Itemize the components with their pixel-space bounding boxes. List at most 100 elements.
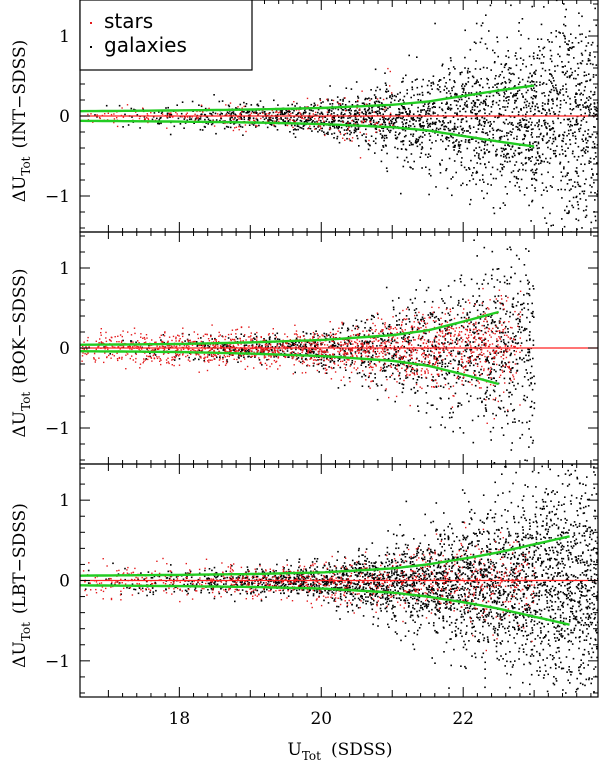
galaxy-point [523, 119, 526, 121]
star-point [140, 333, 142, 335]
galaxy-point [539, 81, 541, 84]
galaxy-point [425, 332, 427, 335]
star-point [382, 329, 384, 331]
galaxy-point [401, 81, 403, 83]
galaxy-point [492, 363, 494, 365]
galaxy-point [565, 83, 567, 86]
galaxy-point [411, 81, 414, 83]
star-point [461, 383, 463, 386]
galaxy-point [527, 351, 529, 354]
galaxy-point [173, 359, 176, 361]
star-point [383, 358, 385, 360]
star-point [173, 356, 175, 358]
galaxy-point [574, 170, 577, 173]
galaxy-point [230, 112, 232, 115]
galaxy-point [527, 148, 530, 151]
galaxy-point [443, 125, 445, 128]
galaxy-point [488, 361, 490, 364]
galaxy-point [239, 125, 242, 128]
galaxy-point [240, 118, 242, 120]
galaxy-point [476, 300, 478, 302]
galaxy-point [521, 326, 523, 328]
galaxy-point [472, 172, 474, 174]
galaxy-point [344, 341, 346, 344]
galaxy-point [432, 112, 435, 115]
galaxy-point [584, 102, 586, 104]
galaxy-point [549, 185, 552, 187]
galaxy-point [291, 103, 293, 106]
galaxy-point [528, 158, 530, 161]
galaxy-point [333, 360, 336, 363]
galaxy-point [263, 118, 266, 121]
star-point [94, 359, 97, 361]
galaxy-point [590, 108, 592, 110]
galaxy-point [407, 306, 409, 309]
galaxy-point [393, 339, 396, 342]
galaxy-point [559, 32, 561, 34]
galaxy-point [517, 128, 519, 131]
galaxy-point [483, 125, 486, 127]
galaxy-point [473, 104, 475, 107]
galaxy-point [376, 110, 378, 113]
galaxy-point [491, 166, 494, 169]
upper-envelope [79, 84, 535, 113]
galaxy-point [394, 146, 396, 149]
galaxy-point [225, 345, 228, 347]
galaxy-point [349, 113, 352, 115]
galaxy-point [215, 119, 218, 121]
galaxy-point [349, 342, 352, 344]
galaxy-point [371, 111, 374, 113]
galaxy-point [291, 342, 294, 344]
galaxy-point [408, 318, 410, 320]
galaxy-point [579, 93, 581, 96]
galaxy-point [459, 72, 462, 74]
galaxy-point [454, 359, 456, 362]
galaxy-point [266, 126, 269, 129]
galaxy-point [484, 404, 487, 406]
galaxy-point [458, 141, 460, 143]
galaxy-point [563, 118, 565, 121]
star-point [322, 116, 324, 118]
galaxy-point [581, 15, 583, 18]
galaxy-point [512, 95, 514, 97]
galaxy-point [444, 85, 446, 88]
galaxy-point [331, 103, 334, 105]
galaxy-point [538, 110, 541, 113]
galaxy-point [577, 104, 580, 107]
galaxy-point [424, 358, 427, 360]
galaxy-point [518, 313, 520, 315]
galaxy-point [516, 181, 518, 184]
galaxy-point [244, 344, 246, 347]
galaxy-point [478, 119, 481, 121]
galaxy-point [403, 95, 406, 98]
star-point [314, 128, 316, 130]
galaxy-point [221, 113, 223, 115]
star-point [513, 345, 515, 348]
star-point [88, 346, 90, 348]
galaxy-point [512, 421, 514, 423]
galaxy-point [503, 343, 506, 345]
galaxy-point [348, 377, 351, 379]
galaxy-point [571, 152, 574, 155]
galaxy-point [376, 345, 378, 347]
galaxy-point [295, 119, 298, 122]
galaxy-point [589, 62, 592, 65]
galaxy-point [200, 113, 202, 116]
galaxy-point [504, 86, 507, 88]
star-point [370, 380, 372, 383]
galaxy-point [343, 384, 346, 387]
galaxy-point [523, 101, 526, 104]
galaxy-point [524, 399, 527, 402]
galaxy-point [527, 348, 529, 351]
star-point [348, 126, 350, 129]
galaxy-point [338, 126, 340, 128]
star-point [145, 341, 147, 343]
galaxy-point [550, 80, 552, 83]
galaxy-point [325, 120, 328, 122]
galaxy-point [407, 336, 410, 338]
galaxy-point [372, 354, 374, 357]
galaxy-point [445, 346, 448, 348]
galaxy-point [444, 125, 447, 127]
galaxy-point [533, 71, 536, 73]
galaxy-point [508, 67, 511, 69]
